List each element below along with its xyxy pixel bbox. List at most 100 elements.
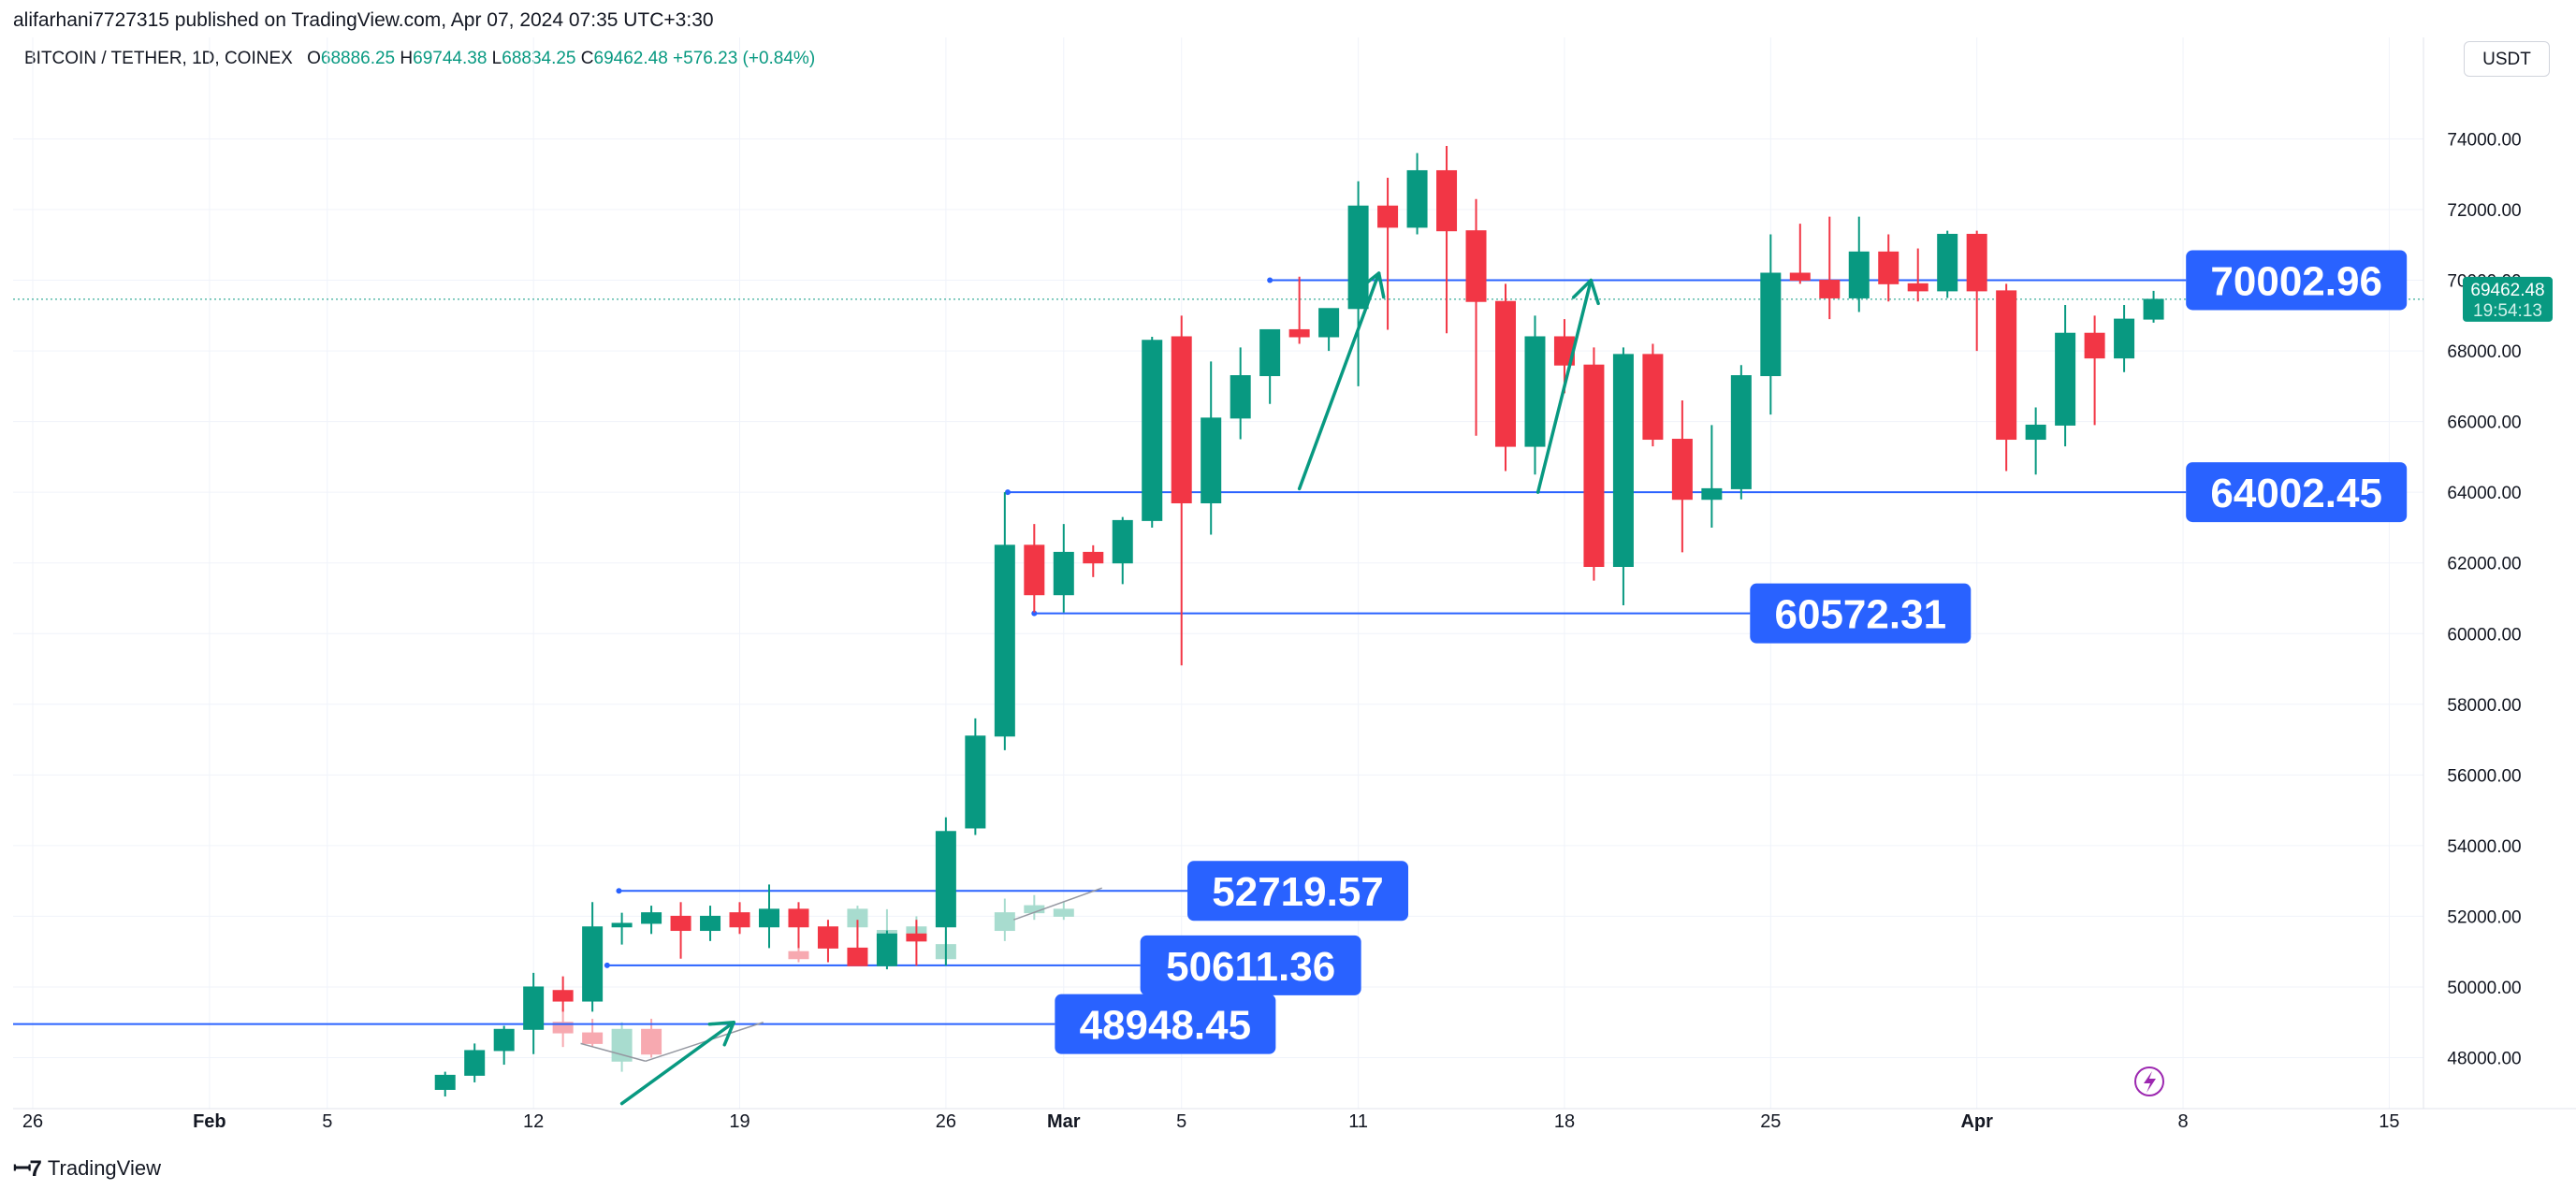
candle-body (817, 926, 838, 949)
candle-body (1465, 230, 1487, 302)
candle-body (1612, 354, 1634, 567)
high-value: 69744.38 (413, 49, 488, 68)
level-label-box (2186, 462, 2408, 523)
trend-arrow-shaft (1535, 278, 1594, 494)
level-anchor-dot (604, 962, 610, 968)
x-tick-label: 26 (936, 1111, 956, 1132)
high-label: H (400, 49, 414, 68)
candle-body (935, 831, 956, 928)
y-tick-label: 56000.00 (2447, 766, 2521, 786)
candle-body (1966, 233, 1987, 292)
candle-body (1288, 328, 1310, 338)
trend-arrow-head (707, 1020, 735, 1047)
candle-body (759, 908, 779, 928)
y-tick-label: 62000.00 (2447, 555, 2521, 574)
x-tick-label: 8 (2177, 1111, 2188, 1132)
ghost-candle-body (788, 951, 809, 960)
x-axis-ticks: 26 Feb 5 12 19 26 Mar 5 11 18 25 Apr 8 15 (22, 1111, 2400, 1132)
ghost-candle-body (552, 1022, 574, 1034)
y-tick-label: 52000.00 (2447, 907, 2521, 927)
footer-branding: ꟷ7 TradingView (13, 1153, 161, 1183)
lightning-icon[interactable] (2134, 1067, 2164, 1096)
candle-body (2143, 298, 2164, 320)
candle-body (729, 912, 750, 928)
x-tick-label: 25 (1760, 1111, 1781, 1132)
ghost-candle-body (1053, 908, 1074, 917)
candle-body (464, 1050, 486, 1076)
level-labels: 52719.57 50611.36 48948.45 60572.31 64002.45… (1055, 250, 2408, 1054)
candle-body (700, 915, 721, 932)
candle-body (670, 915, 691, 932)
tradingview-logo-text: TradingView (47, 1155, 161, 1180)
candle-body (552, 990, 574, 1002)
candle-body (1996, 290, 2017, 441)
candle-body (1112, 519, 1133, 564)
open-value: 68886.25 (320, 49, 396, 68)
level-label-box (1750, 583, 1972, 644)
candle-body (1083, 551, 1104, 564)
y-axis-ticks: 48000.00 50000.00 52000.00 54000.00 56000.00… (2447, 130, 2521, 1068)
published-by-text: alifarhani7727315 published on TradingVi… (13, 9, 714, 31)
symbol-name[interactable]: BITCOIN / TETHER, 1D, COINEX (24, 49, 293, 68)
price-tag-value: 69462.48 (2470, 281, 2544, 300)
level-label-text: 48948.45 (1080, 1003, 1252, 1049)
x-tick-label: 5 (1176, 1111, 1186, 1132)
trend-arrow-shaft (619, 1020, 735, 1106)
ghost-candle-body (994, 912, 1015, 932)
candle-body (994, 544, 1015, 737)
candle-body (2025, 424, 2046, 441)
candle-body (1024, 544, 1045, 596)
candle-body (2055, 332, 2076, 426)
candle-body (1701, 487, 1723, 501)
candle-body (2084, 332, 2105, 359)
close-value: 69462.48 (593, 49, 668, 68)
candle-body (1848, 251, 1870, 298)
tradingview-logo-icon: ꟷ7 (13, 1156, 42, 1182)
candle-body (1819, 280, 1841, 298)
price-tag-countdown: 19:54:13 (2473, 301, 2542, 321)
x-tick-label: 18 (1554, 1111, 1575, 1132)
y-tick-label: 68000.00 (2447, 342, 2521, 362)
candle-body (1730, 375, 1752, 489)
candle-body (1259, 328, 1281, 377)
low-value: 68834.25 (502, 49, 576, 68)
level-label-text: 64002.45 (2210, 471, 2382, 516)
level-label-text: 60572.31 (1775, 592, 1947, 638)
level-label-text: 52719.57 (1212, 869, 1384, 915)
open-label: O (307, 49, 321, 68)
level-anchor-dot (616, 888, 622, 894)
trend-arrow-head (1358, 271, 1386, 299)
y-tick-label: 54000.00 (2447, 837, 2521, 857)
candle-body (1524, 336, 1546, 447)
level-label-box (1055, 994, 1276, 1054)
candle-body (1142, 340, 1163, 521)
close-label: C (580, 49, 594, 68)
x-tick-label: 12 (523, 1111, 544, 1132)
candle-body (1406, 169, 1428, 228)
level-label-text: 70002.96 (2210, 258, 2382, 304)
trend-arrows (580, 271, 1600, 1106)
x-tick-label: Feb (193, 1111, 226, 1132)
candle-body (1907, 283, 1928, 292)
candle-body (582, 926, 604, 1002)
candle-body (523, 986, 545, 1030)
ghost-candle-body (641, 1028, 662, 1055)
x-tick-label: 11 (1348, 1111, 1368, 1132)
y-tick-label: 50000.00 (2447, 979, 2521, 998)
y-tick-label: 58000.00 (2447, 696, 2521, 716)
trend-arrow-shaft (1297, 271, 1381, 491)
ghost-candle-body (582, 1032, 604, 1044)
ghost-candles (552, 894, 1074, 1072)
x-tick-label: 5 (322, 1111, 332, 1132)
candle-body (1937, 233, 1958, 292)
candle-body (1495, 300, 1516, 447)
candle-body (1760, 272, 1782, 377)
candle-body (965, 735, 986, 829)
y-tick-label: 64000.00 (2447, 484, 2521, 503)
currency-button[interactable]: USDT (2464, 41, 2550, 77)
trend-arrow-head (1571, 278, 1600, 306)
symbol-info-bar: BITCOIN / TETHER, 1D, COINEX O68886.25 H… (24, 49, 815, 69)
candle-body (1201, 417, 1222, 504)
candles (434, 146, 2164, 1097)
